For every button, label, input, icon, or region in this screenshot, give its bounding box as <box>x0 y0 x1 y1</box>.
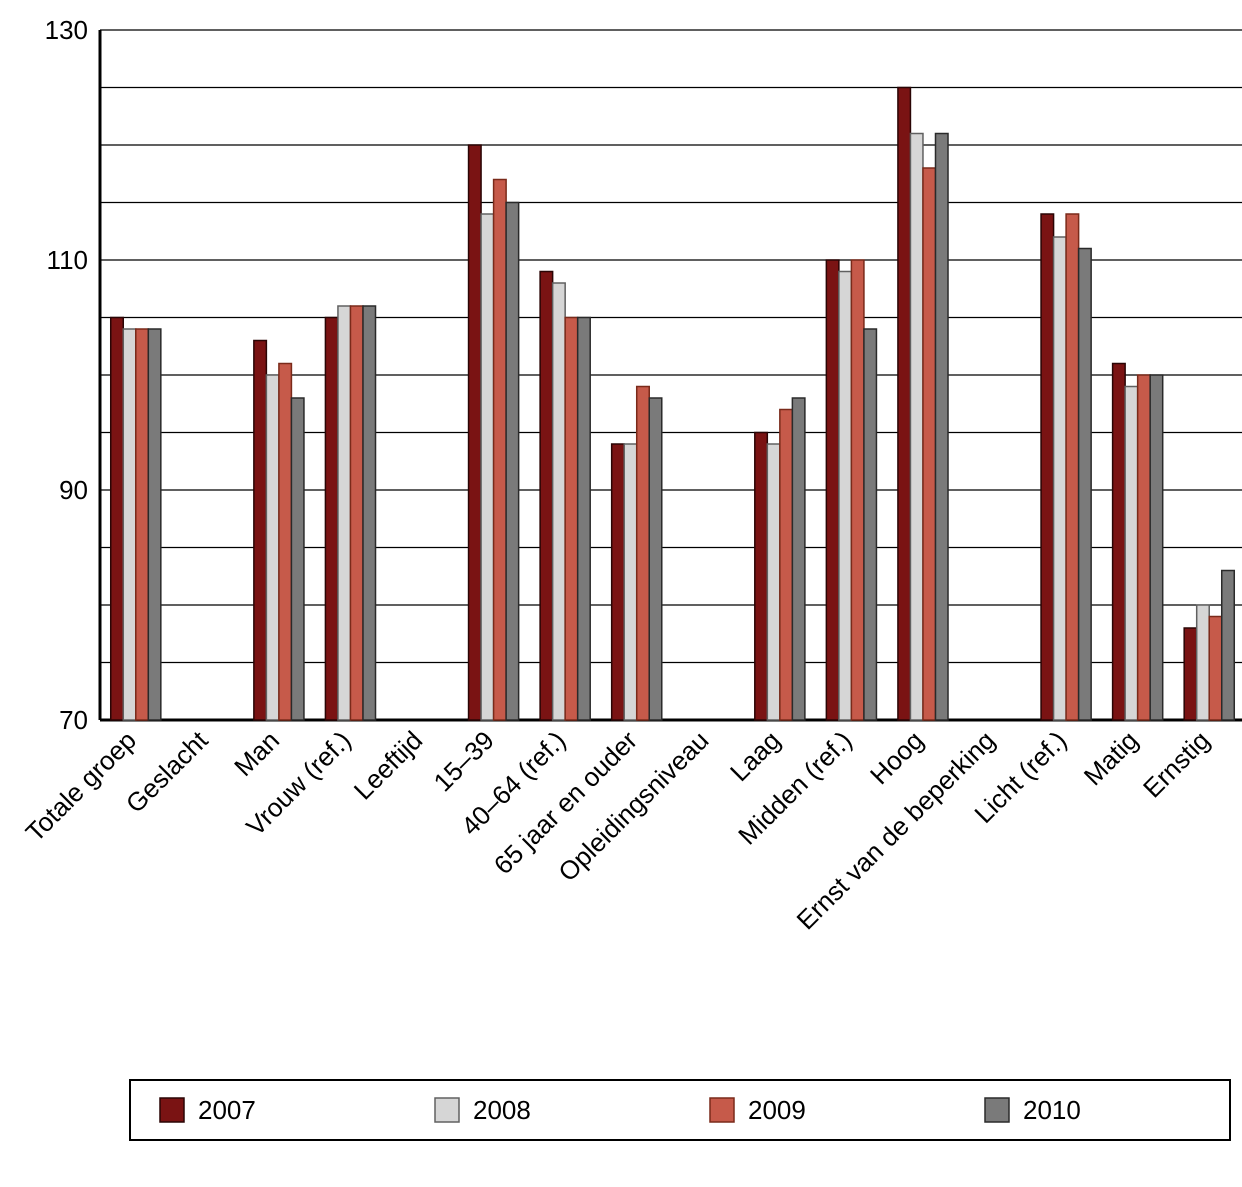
bar <box>612 444 625 720</box>
bar <box>935 134 948 721</box>
x-axis-label: Totale groep <box>20 725 142 847</box>
svg-text:110: 110 <box>47 245 88 275</box>
bar <box>755 433 768 721</box>
bar <box>1197 605 1210 720</box>
legend-swatch <box>985 1098 1009 1122</box>
legend-label: 2009 <box>748 1095 806 1125</box>
bar <box>649 398 662 720</box>
bar <box>350 306 363 720</box>
bar <box>338 306 351 720</box>
bar <box>792 398 805 720</box>
bar <box>864 329 877 720</box>
bar <box>851 260 864 720</box>
bar <box>898 88 911 721</box>
bar <box>624 444 637 720</box>
bar <box>1184 628 1197 720</box>
bar <box>266 375 279 720</box>
legend-swatch <box>435 1098 459 1122</box>
bar <box>1222 571 1235 721</box>
bar <box>540 272 553 721</box>
svg-text:130: 130 <box>45 20 88 45</box>
bar <box>565 318 578 721</box>
bar <box>637 387 650 721</box>
bar <box>780 410 793 721</box>
bar <box>291 398 304 720</box>
legend-label: 2010 <box>1023 1095 1081 1125</box>
x-axis-label: Leeftijd <box>348 725 428 805</box>
bar <box>363 306 376 720</box>
svg-text:70: 70 <box>59 705 88 735</box>
legend-swatch <box>160 1098 184 1122</box>
bar <box>578 318 591 721</box>
bar <box>1209 617 1222 721</box>
legend-label: 2008 <box>473 1095 531 1125</box>
bar <box>279 364 292 721</box>
x-axis-label: Laag <box>724 725 786 787</box>
bar <box>1066 214 1079 720</box>
bar <box>481 214 494 720</box>
bar <box>469 145 482 720</box>
bar <box>553 283 566 720</box>
bar <box>1138 375 1151 720</box>
bar <box>1150 375 1163 720</box>
bar <box>111 318 124 721</box>
bar <box>1041 214 1054 720</box>
bar <box>254 341 267 721</box>
legend-label: 2007 <box>198 1095 256 1125</box>
bar <box>136 329 149 720</box>
bar <box>910 134 923 721</box>
chart-container: 7090110130Totale groepGeslachtManVrouw (… <box>20 20 1242 1167</box>
legend-swatch <box>710 1098 734 1122</box>
bar <box>1113 364 1126 721</box>
svg-text:90: 90 <box>59 475 88 505</box>
bar <box>148 329 161 720</box>
x-axis-label: Hoog <box>864 725 929 790</box>
bar <box>839 272 852 721</box>
bar <box>826 260 839 720</box>
bar <box>923 168 936 720</box>
bar-chart: 7090110130Totale groepGeslachtManVrouw (… <box>20 20 1242 1167</box>
bar <box>494 180 507 721</box>
x-axis-label: Matig <box>1078 725 1144 791</box>
bar <box>1079 249 1092 721</box>
bar <box>325 318 338 721</box>
bar <box>506 203 519 721</box>
bar <box>1054 237 1067 720</box>
bar <box>767 444 780 720</box>
bar <box>123 329 136 720</box>
bar <box>1125 387 1138 721</box>
x-axis-label: Ernstig <box>1137 725 1215 803</box>
x-axis-label: Man <box>228 725 285 782</box>
